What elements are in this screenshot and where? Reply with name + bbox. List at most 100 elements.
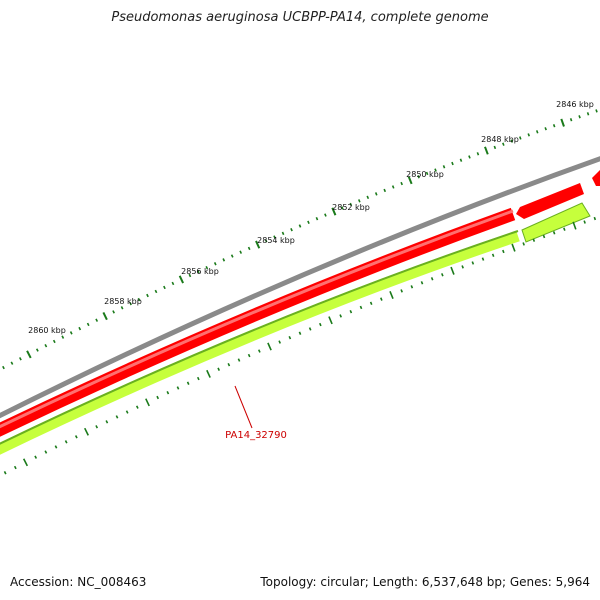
gene-ticks xyxy=(3,216,597,475)
gene-tick xyxy=(542,234,546,239)
scale-minor-tick xyxy=(95,318,99,322)
scale-minor-tick xyxy=(69,331,73,335)
gene-tick xyxy=(491,253,495,257)
scale-minor-tick xyxy=(595,109,598,113)
gene-tick xyxy=(257,349,261,353)
scale-minor-tick xyxy=(188,273,192,278)
scale-minor-ticks xyxy=(2,109,598,370)
gene-tick xyxy=(64,440,68,444)
genome-backbone xyxy=(0,156,600,419)
scale-label-2854: 2854 kbp xyxy=(257,236,295,245)
gene-tick xyxy=(450,266,455,275)
gene-tick xyxy=(593,216,597,221)
scale-minor-tick xyxy=(569,118,573,122)
forward-gene-edge[interactable] xyxy=(592,170,600,186)
gene-tick xyxy=(105,420,109,424)
scale-minor-tick xyxy=(434,168,437,172)
gene-tick xyxy=(44,450,48,454)
scale-minor-tick xyxy=(357,199,361,203)
gene-tick xyxy=(206,369,211,378)
scale-major-tick xyxy=(331,207,337,216)
gene-tick xyxy=(278,340,282,344)
gene-tick xyxy=(135,405,139,409)
scale-minor-tick xyxy=(349,202,353,207)
gene-tick xyxy=(217,367,221,371)
gene-tick xyxy=(267,342,272,351)
gene-tick xyxy=(22,458,29,467)
scale-minor-tick xyxy=(2,365,5,370)
scale-label-2856: 2856 kbp xyxy=(181,267,219,276)
gene-label-pa14-32790[interactable]: PA14_32790 xyxy=(225,430,287,441)
reverse-gene-arrow[interactable] xyxy=(521,202,591,243)
scale-minor-tick xyxy=(222,258,226,262)
scale-minor-tick xyxy=(417,175,420,179)
reverse-gene-shadow xyxy=(0,230,519,445)
scale-minor-tick xyxy=(239,250,243,254)
scale-minor-tick xyxy=(307,220,310,225)
gene-tick xyxy=(115,415,119,419)
scale-label-2860: 2860 kbp xyxy=(28,326,66,335)
gene-tick xyxy=(84,427,89,436)
scale-minor-tick xyxy=(61,335,65,339)
scale-minor-tick xyxy=(459,158,463,162)
scale-minor-tick xyxy=(35,348,39,352)
scale-minor-tick xyxy=(120,306,124,310)
scale-minor-tick xyxy=(196,269,200,274)
gene-tick xyxy=(441,273,444,277)
genome-summary-text: Topology: circular; Length: 6,537,648 bp… xyxy=(260,575,590,589)
gene-tick xyxy=(125,410,129,414)
scale-minor-tick xyxy=(383,188,387,193)
gene-label-leader xyxy=(234,385,253,429)
scale-minor-tick xyxy=(137,297,141,302)
gene-tick xyxy=(237,358,241,362)
scale-minor-tick xyxy=(154,289,158,294)
reverse-gene-main[interactable] xyxy=(0,230,520,455)
scale-minor-tick xyxy=(146,293,149,298)
scale-minor-tick xyxy=(476,152,480,156)
gene-tick xyxy=(420,281,424,285)
gene-tick xyxy=(380,297,383,301)
scale-minor-tick xyxy=(341,206,344,210)
gene-tick xyxy=(308,327,312,331)
gene-tick xyxy=(410,285,414,289)
scale-minor-tick xyxy=(400,181,403,186)
scale-minor-tick xyxy=(86,322,90,327)
forward-gene-arrow[interactable] xyxy=(516,183,584,219)
scale-major-tick xyxy=(178,275,184,284)
gene-tick xyxy=(349,310,353,314)
scale-minor-tick xyxy=(425,171,429,176)
gene-tick xyxy=(328,316,333,325)
gene-tick xyxy=(227,362,231,367)
scale-minor-tick xyxy=(552,124,556,128)
forward-gene-main[interactable] xyxy=(0,207,516,437)
gene-tick xyxy=(511,243,516,252)
gene-tick xyxy=(196,376,200,381)
scale-minor-tick xyxy=(163,285,166,290)
scale-minor-tick xyxy=(451,161,454,166)
scale-minor-tick xyxy=(171,281,175,286)
gene-tick xyxy=(400,289,403,293)
scale-major-tick xyxy=(407,176,413,185)
scale-label-2852: 2852 kbp xyxy=(332,203,370,212)
gene-tick xyxy=(319,322,322,327)
gene-tick xyxy=(481,257,485,261)
scale-minor-tick xyxy=(578,115,581,119)
scale-minor-tick xyxy=(502,142,505,146)
gene-tick xyxy=(13,465,17,470)
gene-tick xyxy=(54,445,58,449)
scale-minor-tick xyxy=(374,192,378,196)
scale-minor-tick xyxy=(535,130,539,134)
gene-tick xyxy=(186,381,190,385)
scale-minor-tick xyxy=(52,339,56,344)
gene-tick xyxy=(502,249,505,254)
scale-minor-tick xyxy=(10,361,14,365)
scale-minor-tick xyxy=(281,231,285,236)
scale-minor-tick xyxy=(468,155,471,159)
gene-tick xyxy=(166,391,170,395)
gene-tick xyxy=(572,221,577,230)
gene-tick xyxy=(34,455,38,459)
gene-tick xyxy=(359,305,363,310)
gene-tick xyxy=(176,386,180,390)
scale-minor-tick xyxy=(298,224,302,228)
scale-minor-tick xyxy=(264,239,268,243)
